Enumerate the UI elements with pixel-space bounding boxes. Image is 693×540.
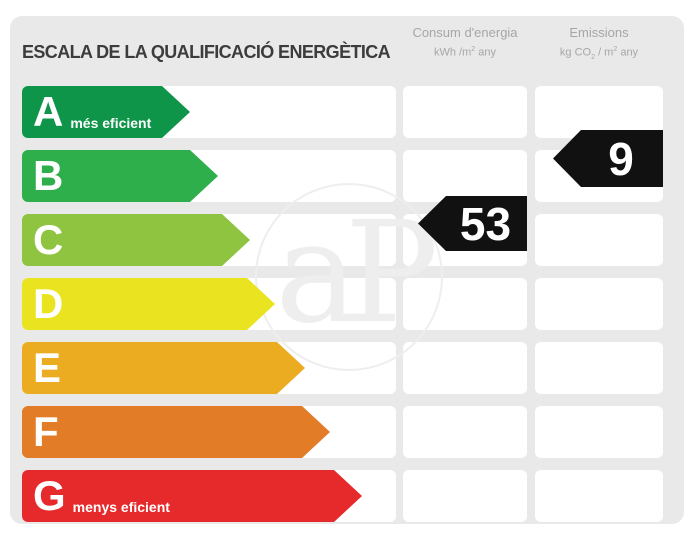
rating-letter: G: [33, 472, 66, 519]
emissions-column-header: Emissions kg CO2 / m2 any: [531, 24, 667, 65]
emissions-cell-c: [535, 214, 663, 266]
rating-arrow-c: C: [22, 214, 250, 266]
rating-arrow-g: G menys eficient: [22, 470, 362, 522]
consum-cell-d: [403, 278, 527, 330]
emissions-cell-d: [535, 278, 663, 330]
scale-cell-f: F: [22, 406, 396, 458]
scale-cell-g: G menys eficient: [22, 470, 396, 522]
emissions-cell-f: [535, 406, 663, 458]
scale-cell-b: B: [22, 150, 396, 202]
rating-label: més eficient: [70, 115, 152, 131]
energy-rating-panel: aP ESCALA DE LA QUALIFICACIÓ ENERGÈTICA …: [10, 16, 684, 524]
rating-row-g: G menys eficient: [10, 470, 684, 522]
scale-cell-a: A més eficient: [22, 86, 396, 138]
rating-row-a: A més eficient: [10, 86, 684, 138]
scale-cell-d: D: [22, 278, 396, 330]
rating-letter: E: [33, 344, 62, 391]
scale-cell-e: E: [22, 342, 396, 394]
rating-arrow-a: A més eficient: [22, 86, 190, 138]
rating-letter: B: [33, 152, 64, 199]
rating-row-d: D: [10, 278, 684, 330]
emissions-cell-g: [535, 470, 663, 522]
consum-value: 53: [459, 197, 512, 250]
rating-arrow-b: B: [22, 150, 218, 202]
emissions-cell-e: [535, 342, 663, 394]
consum-cell-b: [403, 150, 527, 202]
rating-label: menys eficient: [72, 499, 170, 515]
emissions-header-label: Emissions: [569, 25, 629, 40]
scale-cell-c: C: [22, 214, 396, 266]
rating-letter: D: [33, 280, 64, 327]
rating-row-c: C: [10, 214, 684, 266]
consum-cell-f: [403, 406, 527, 458]
consum-column-header: Consum d'energia kWh /m2 any: [403, 24, 527, 61]
emissions-value: 9: [608, 132, 634, 185]
rating-rows: A més eficient B C: [10, 86, 684, 534]
emissions-cell-a: [535, 86, 663, 138]
rating-arrow-d: D: [22, 278, 275, 330]
rating-letter: C: [33, 216, 64, 263]
consum-cell-a: [403, 86, 527, 138]
rating-row-e: E: [10, 342, 684, 394]
consum-cell-e: [403, 342, 527, 394]
rating-row-f: F: [10, 406, 684, 458]
rating-arrow-f: F: [22, 406, 330, 458]
rating-letter: F: [33, 408, 59, 455]
page-title: ESCALA DE LA QUALIFICACIÓ ENERGÈTICA: [22, 42, 391, 62]
consum-cell-g: [403, 470, 527, 522]
rating-row-b: B: [10, 150, 684, 202]
consum-header-label: Consum d'energia: [412, 25, 518, 40]
emissions-header-units: kg CO2 / m2 any: [559, 46, 639, 61]
rating-arrow-e: E: [22, 342, 305, 394]
consum-header-units: kWh /m2 any: [434, 46, 496, 59]
rating-letter: A: [33, 88, 64, 135]
